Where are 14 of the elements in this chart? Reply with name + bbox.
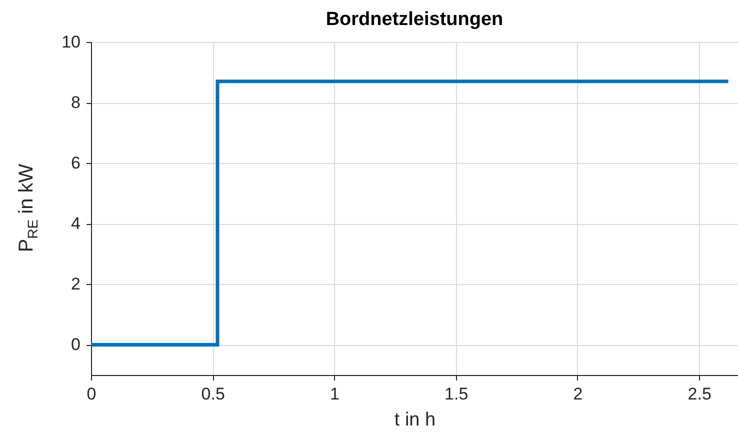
- y-tick-label: 10: [62, 32, 80, 52]
- x-tick-label: 0.5: [201, 384, 225, 404]
- y-tick-label: 2: [71, 274, 80, 294]
- x-axis-title: t in h: [394, 410, 436, 430]
- chart-title: Bordnetzleistungen: [326, 9, 504, 30]
- x-tick-label: 2.5: [688, 384, 712, 404]
- y-tick-label: 6: [71, 154, 80, 173]
- x-tick-label: 2: [573, 384, 583, 404]
- x-tick-label: 1.5: [444, 384, 468, 404]
- y-tick-label: 0: [71, 335, 80, 354]
- x-tick-label: 1: [330, 384, 340, 404]
- y-tick-label: 4: [71, 214, 80, 234]
- x-tick-label: 0: [86, 384, 96, 404]
- y-tick-label: 8: [71, 93, 80, 112]
